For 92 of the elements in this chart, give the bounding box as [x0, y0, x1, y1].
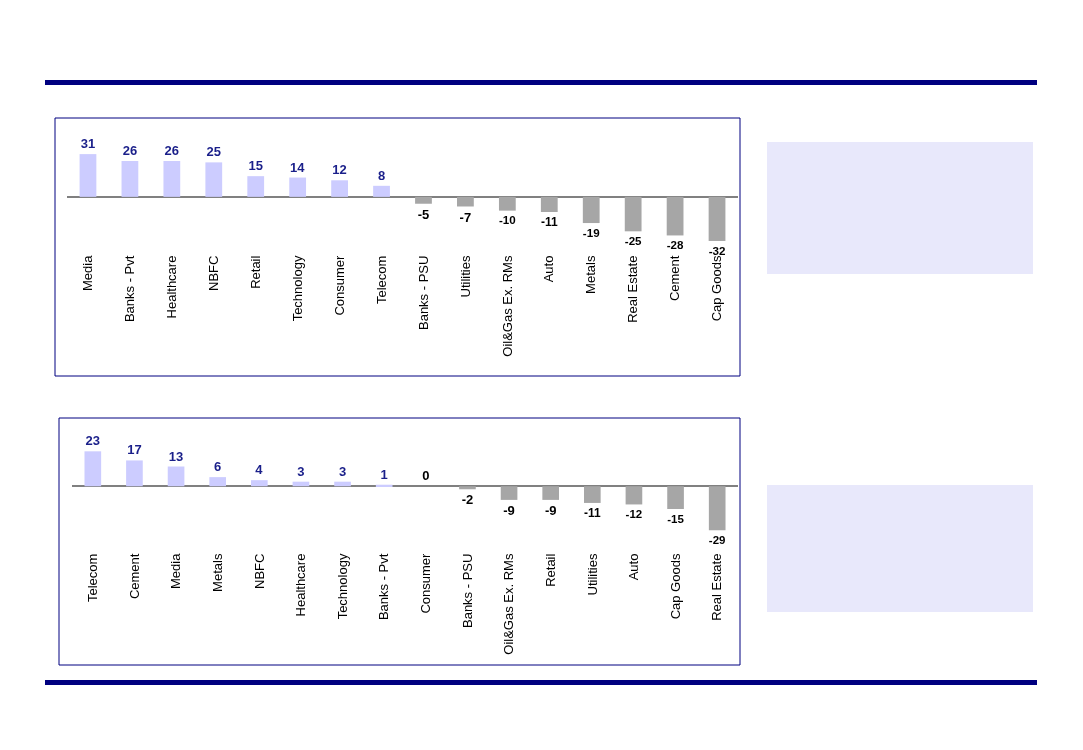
x-tick-label: Healthcare: [164, 255, 180, 319]
bar: [666, 196, 684, 236]
data-label: -11: [583, 505, 601, 520]
data-label: 12: [332, 162, 347, 178]
data-label: -11: [540, 215, 558, 230]
x-tick-label: Metals: [209, 553, 225, 592]
bar: [163, 161, 181, 197]
data-label: -9: [544, 502, 557, 518]
x-tick-label: Metals: [583, 255, 599, 294]
bar: [625, 486, 643, 505]
bar: [79, 154, 97, 197]
bar: [247, 176, 265, 197]
data-label: -5: [417, 206, 430, 222]
x-tick-label: Utilities: [584, 553, 600, 596]
x-tick-label: Consumer: [331, 254, 347, 316]
x-tick-label: Consumer: [418, 552, 434, 614]
data-label: 1: [380, 466, 388, 482]
data-label: 8: [377, 167, 386, 183]
bar: [583, 486, 601, 503]
x-tick-label: Healthcare: [293, 553, 309, 617]
bar: [121, 161, 139, 197]
x-tick-label: Real Estate: [709, 553, 725, 621]
bar: [500, 486, 518, 500]
data-label: 3: [297, 463, 305, 479]
data-label: 25: [206, 144, 222, 160]
bar: [250, 480, 268, 487]
bar: [542, 486, 560, 500]
bar: [498, 196, 516, 211]
data-label: 13: [168, 448, 184, 464]
data-label: -29: [708, 533, 726, 546]
bar: [457, 196, 474, 207]
x-tick-label: Telecom: [373, 255, 389, 305]
bar: [289, 177, 307, 197]
data-label: -19: [582, 225, 601, 239]
bar: [540, 196, 558, 213]
bar: [331, 180, 348, 197]
bar: [205, 162, 223, 197]
data-label: 15: [248, 158, 263, 174]
data-label: 0: [422, 468, 430, 484]
data-label: -10: [498, 214, 516, 227]
data-label: 31: [80, 136, 96, 152]
x-tick-label: Real Estate: [625, 255, 641, 323]
data-label: 14: [290, 159, 306, 175]
bar: [167, 466, 185, 487]
data-label: -28: [666, 239, 685, 252]
x-tick-label: NBFC: [206, 255, 222, 291]
x-tick-label: Retail: [247, 255, 263, 289]
bar: [708, 486, 726, 531]
x-tick-label: Cap Goods: [667, 553, 683, 620]
x-tick-label: NBFC: [251, 553, 267, 589]
x-tick-label: Banks - Pvt: [376, 553, 392, 621]
data-label: 6: [214, 459, 222, 475]
x-tick-label: Banks - PSU: [459, 553, 475, 629]
x-tick-label: Oil&Gas Ex. RMs: [501, 553, 517, 655]
bar: [209, 477, 227, 487]
x-tick-label: Cement: [126, 553, 142, 600]
x-tick-label: Utilities: [457, 255, 473, 298]
bar: [84, 451, 102, 487]
data-label: 4: [255, 462, 264, 478]
x-tick-label: Cement: [667, 255, 683, 302]
x-tick-label: Retail: [542, 553, 558, 587]
data-label: -12: [625, 508, 643, 521]
data-label: 26: [164, 143, 180, 158]
x-tick-label: Technology: [289, 255, 305, 322]
bar: [415, 196, 432, 204]
data-label: 23: [85, 433, 101, 449]
x-tick-label: Banks - PSU: [415, 255, 431, 331]
x-tick-label: Media: [80, 254, 96, 292]
data-label: -9: [503, 502, 515, 518]
bar: [373, 185, 390, 197]
bar: [582, 196, 600, 224]
x-tick-label: Technology: [334, 553, 350, 620]
data-label: -15: [667, 512, 685, 525]
bar: [624, 196, 642, 232]
x-tick-label: Auto: [626, 553, 642, 581]
data-label: 3: [338, 463, 347, 479]
x-tick-label: Banks - Pvt: [122, 255, 138, 323]
x-tick-label: Telecom: [85, 553, 101, 603]
x-tick-label: Oil&Gas Ex. RMs: [499, 255, 515, 357]
x-tick-label: Media: [168, 552, 184, 590]
data-label: -2: [461, 492, 474, 508]
x-tick-label: Cap Goods: [709, 255, 725, 322]
bar: [459, 486, 476, 490]
data-label: -25: [624, 235, 643, 248]
data-label: -7: [459, 209, 472, 225]
x-tick-label: Auto: [541, 255, 557, 283]
bar: [667, 486, 684, 510]
data-label: 26: [122, 143, 138, 158]
bar: [708, 196, 726, 241]
bar: [126, 460, 143, 487]
data-label: 17: [127, 442, 142, 458]
data-label: -32: [708, 243, 726, 257]
